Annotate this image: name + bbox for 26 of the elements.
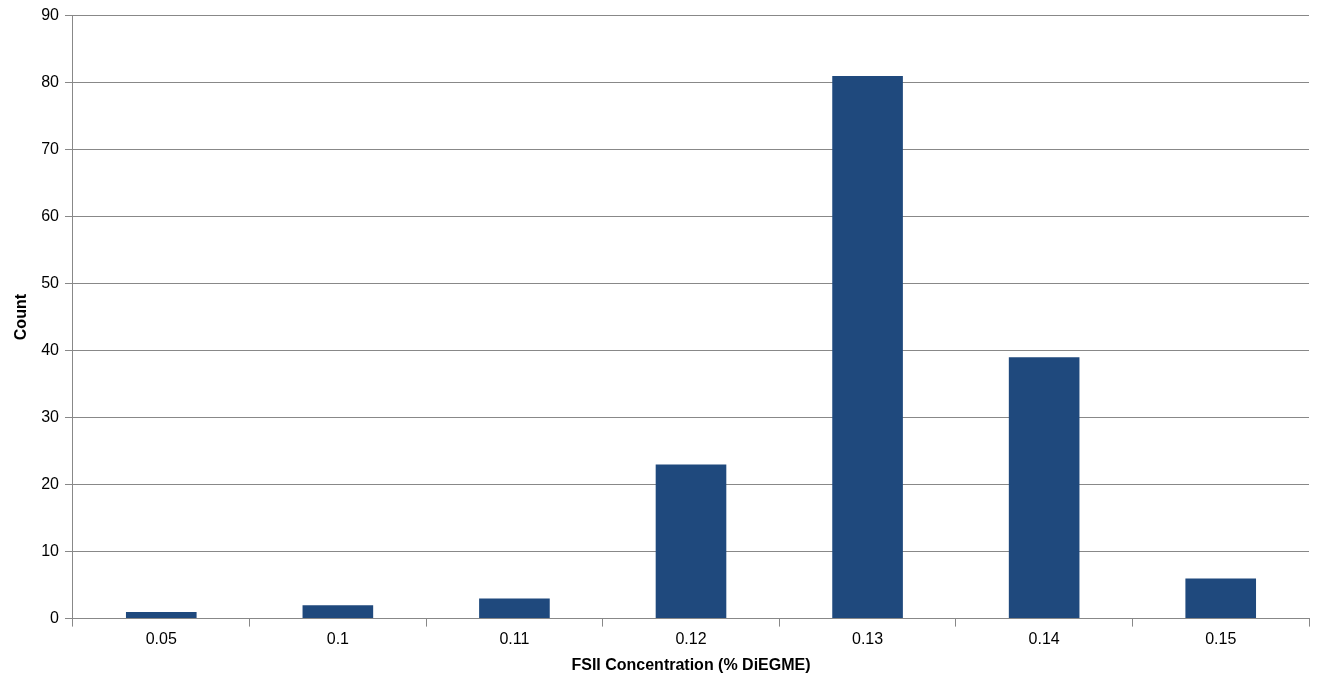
y-tick-label: 0 bbox=[50, 609, 60, 627]
x-tick-label: 0.15 bbox=[1205, 629, 1237, 647]
y-tick-label: 30 bbox=[41, 408, 60, 426]
y-axis-title: Count bbox=[12, 293, 30, 341]
bar bbox=[1008, 357, 1080, 619]
y-tick-label: 60 bbox=[41, 207, 60, 225]
y-tick-label: 20 bbox=[41, 475, 60, 493]
y-tick-label: 80 bbox=[41, 73, 60, 91]
x-tick-label: 0.12 bbox=[675, 629, 707, 647]
y-tick-label: 90 bbox=[41, 6, 60, 24]
bar bbox=[1185, 578, 1257, 619]
bar bbox=[655, 464, 727, 619]
y-tick-label: 10 bbox=[41, 542, 60, 560]
x-tick-label: 0.13 bbox=[852, 629, 884, 647]
y-tick-label: 50 bbox=[41, 274, 60, 292]
bar bbox=[832, 75, 903, 619]
x-tick-label: 0.1 bbox=[326, 629, 350, 647]
bar bbox=[125, 611, 197, 619]
x-tick-label: 0.05 bbox=[145, 629, 177, 647]
y-tick-label: 40 bbox=[41, 341, 60, 359]
bar bbox=[479, 598, 550, 619]
x-tick-label: 0.14 bbox=[1028, 629, 1060, 647]
y-tick-label: 70 bbox=[41, 140, 60, 158]
x-tick-label: 0.11 bbox=[499, 629, 530, 647]
bar bbox=[302, 605, 374, 619]
x-axis-title: FSII Concentration (% DiEGME) bbox=[571, 655, 811, 673]
